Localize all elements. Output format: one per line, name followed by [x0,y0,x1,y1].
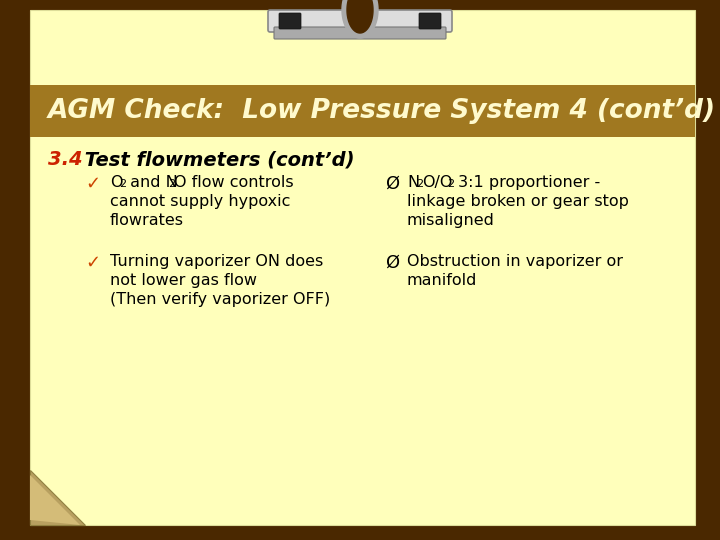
Text: Turning vaporizer ON does: Turning vaporizer ON does [110,254,323,269]
Text: (Then verify vaporizer OFF): (Then verify vaporizer OFF) [110,292,330,307]
FancyBboxPatch shape [274,27,446,39]
Text: Obstruction in vaporizer or: Obstruction in vaporizer or [407,254,623,269]
Polygon shape [347,0,373,33]
Text: 2: 2 [168,179,175,189]
Text: O/O: O/O [422,175,452,190]
Text: Ø: Ø [385,254,399,272]
Text: O flow controls: O flow controls [174,175,294,190]
FancyBboxPatch shape [30,10,695,525]
FancyBboxPatch shape [419,13,441,29]
Text: cannot supply hypoxic: cannot supply hypoxic [110,194,290,209]
Text: Ø: Ø [385,175,399,193]
Text: AGM Check:  Low Pressure System 4 (cont’d): AGM Check: Low Pressure System 4 (cont’d… [48,98,716,124]
Text: 2: 2 [447,179,454,189]
Text: N: N [407,175,419,190]
Polygon shape [342,0,378,38]
FancyBboxPatch shape [30,85,695,137]
Text: 2: 2 [416,179,423,189]
Text: misaligned: misaligned [407,213,495,228]
Text: not lower gas flow: not lower gas flow [110,273,257,288]
Text: manifold: manifold [407,273,477,288]
Text: ✓: ✓ [85,175,100,193]
Polygon shape [30,470,85,525]
Text: 3:1 proportioner -: 3:1 proportioner - [453,175,600,190]
Text: and N: and N [125,175,178,190]
Polygon shape [30,475,80,525]
Text: 2: 2 [120,179,127,189]
FancyBboxPatch shape [268,10,452,32]
Text: 3.4: 3.4 [48,150,83,169]
Text: linkage broken or gear stop: linkage broken or gear stop [407,194,629,209]
Text: ✓: ✓ [85,254,100,272]
Text: O: O [110,175,122,190]
Text: flowrates: flowrates [110,213,184,228]
Text: Test flowmeters (cont’d): Test flowmeters (cont’d) [78,150,354,169]
FancyBboxPatch shape [279,13,301,29]
